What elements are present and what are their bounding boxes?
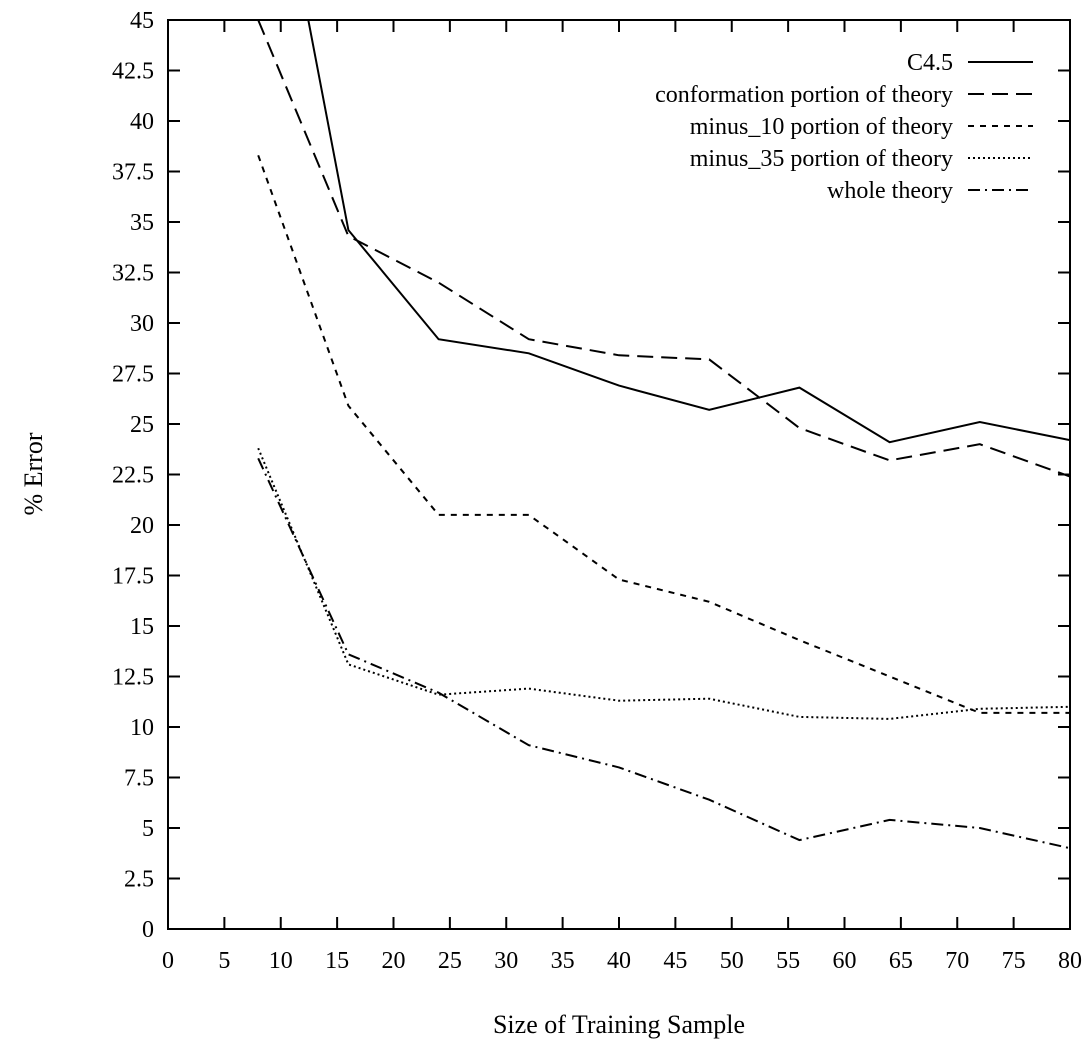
y-tick-label: 7.5 <box>124 766 154 792</box>
y-tick-label: 42.5 <box>112 59 154 85</box>
y-tick-label: 15 <box>130 614 154 640</box>
series-line-2 <box>257 20 1070 478</box>
x-tick-label: 80 <box>1058 948 1082 974</box>
x-tick-label: 45 <box>663 948 687 974</box>
x-tick-label: 55 <box>776 948 800 974</box>
y-tick-label: 35 <box>130 210 154 236</box>
series-lines <box>257 20 1070 850</box>
y-tick-label: 45 <box>130 8 154 34</box>
x-axis-label: Size of Training Sample <box>493 1010 745 1039</box>
x-tick-label: 30 <box>494 948 518 974</box>
y-tick-label: 27.5 <box>112 362 154 388</box>
legend-label: minus_35 portion of theory <box>690 146 953 172</box>
series-line-5 <box>257 457 1070 850</box>
x-tick-label: 20 <box>382 948 406 974</box>
y-tick-label: 17.5 <box>112 564 154 590</box>
legend: C4.5 conformation portion of theory minus_… <box>655 50 1033 204</box>
y-tick-label: 5 <box>142 816 154 842</box>
legend-label: minus_10 portion of theory <box>690 114 953 140</box>
y-tick-label: 12.5 <box>112 665 154 691</box>
legend-label: conformation portion of theory <box>655 82 953 108</box>
x-axis: 0 5 10 15 20 25 30 35 40 45 50 55 60 65 70 75 80 <box>162 20 1082 974</box>
x-tick-label: 0 <box>162 948 174 974</box>
x-tick-label: 10 <box>269 948 293 974</box>
y-tick-label: 10 <box>130 715 154 741</box>
legend-label: whole theory <box>827 178 953 204</box>
x-tick-label: 65 <box>889 948 913 974</box>
y-tick-label: 37.5 <box>112 160 154 186</box>
x-tick-label: 40 <box>607 948 631 974</box>
series-line-1 <box>307 20 1070 444</box>
y-tick-label: 22.5 <box>112 463 154 489</box>
y-tick-label: 40 <box>130 109 154 135</box>
y-tick-label: 0 <box>142 917 154 943</box>
series-line-4 <box>257 447 1070 720</box>
y-tick-label: 2.5 <box>124 867 154 893</box>
series-line-3 <box>257 154 1070 714</box>
y-tick-label: 32.5 <box>112 261 154 287</box>
x-tick-label: 70 <box>945 948 969 974</box>
x-tick-label: 25 <box>438 948 462 974</box>
legend-label: C4.5 <box>907 50 953 76</box>
x-tick-label: 75 <box>1002 948 1026 974</box>
x-tick-label: 5 <box>218 948 230 974</box>
y-tick-label: 20 <box>130 513 154 539</box>
x-tick-label: 35 <box>551 948 575 974</box>
y-tick-label: 25 <box>130 412 154 438</box>
x-tick-label: 50 <box>720 948 744 974</box>
y-axis-label: % Error <box>19 432 48 515</box>
y-axis: 0 2.5 5 7.5 10 12.5 15 17.5 20 22.5 25 27.5 30 32.5 35… <box>112 8 1070 943</box>
x-tick-label: 15 <box>325 948 349 974</box>
x-tick-label: 60 <box>833 948 857 974</box>
y-tick-label: 30 <box>130 311 154 337</box>
